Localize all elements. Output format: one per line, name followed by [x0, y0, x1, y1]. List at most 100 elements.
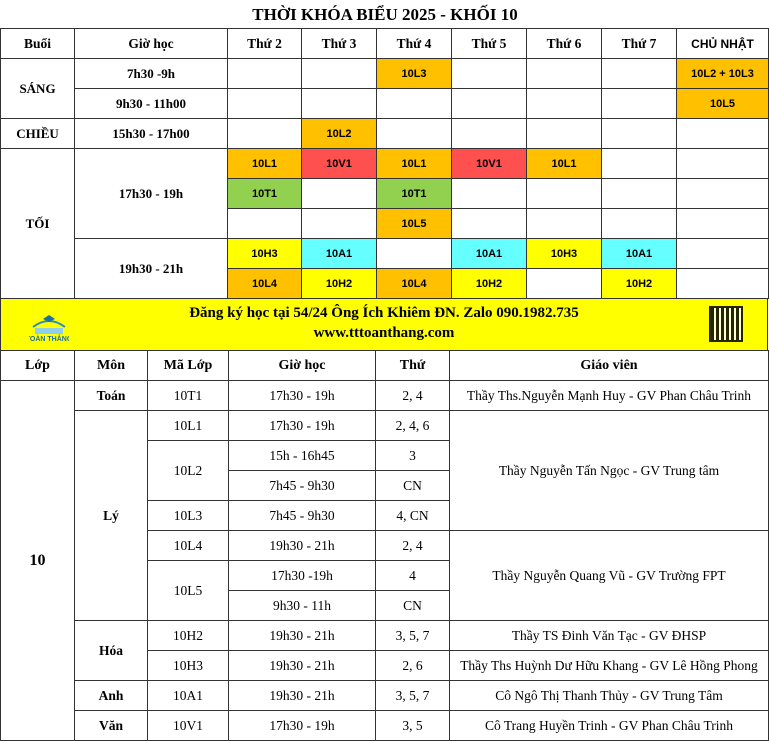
class-days: CN: [375, 590, 450, 621]
class-time: 15h - 16h45: [228, 440, 376, 471]
class-cell: [676, 148, 769, 179]
class-cell: 10H2: [451, 268, 527, 299]
class-cell: [526, 208, 602, 239]
subject: Văn: [74, 710, 148, 741]
class-cell: [301, 88, 377, 119]
class-cell: 10L1: [376, 148, 452, 179]
schedule-row: TỐI 17h30 - 19h 10L1 10V1 10L1 10V1 10L1: [0, 148, 769, 299]
schedule-header: Buổi: [0, 28, 75, 59]
schedule-header: Thứ 6: [526, 28, 602, 59]
teacher: Cô Ngô Thị Thanh Thủy - GV Trung Tâm: [449, 680, 769, 711]
class-cell: [676, 178, 769, 209]
class-days: 2, 4: [375, 530, 450, 561]
class-cell: 10H2: [601, 268, 677, 299]
class-cell: [301, 178, 377, 209]
class-code: 10L1: [147, 410, 229, 441]
class-cell: 10L2: [301, 118, 377, 149]
class-time: 19h30 - 21h: [228, 650, 376, 681]
class-cell: [301, 58, 377, 89]
class-cell: [526, 268, 602, 299]
class-cell: [676, 268, 769, 299]
class-header: Thứ: [375, 350, 450, 381]
time-slot: 15h30 - 17h00: [74, 118, 228, 149]
class-cell: 10L4: [227, 268, 302, 299]
schedule-row: 19h30 - 21h 10H3 10A1 10A1 10H3 10A1: [1, 238, 769, 299]
teacher: Thầy Nguyễn Tấn Ngọc - GV Trung tâm: [449, 410, 769, 531]
class-row: 10L3 7h45 - 9h30 4, CN: [1, 500, 769, 531]
class-days: 3: [375, 440, 450, 471]
class-cell: [451, 178, 527, 209]
class-cell: 10L3: [376, 58, 452, 89]
class-cell: [227, 88, 302, 119]
class-code: 10T1: [147, 380, 229, 411]
class-time: 7h45 - 9h30: [228, 500, 376, 531]
class-cell: 10H3: [526, 238, 602, 269]
class-cell: 10A1: [301, 238, 377, 269]
class-cell: 10L2 + 10L3: [676, 58, 769, 89]
class-days: 2, 4: [375, 380, 450, 411]
class-cell: 10L5: [376, 208, 452, 239]
class-code: 10L2: [147, 440, 229, 501]
session-label: SÁNG: [0, 58, 75, 119]
banner-website[interactable]: www.tttoanthang.com: [313, 325, 455, 341]
schedule-row: 10T1 10T1: [1, 178, 769, 209]
class-time: 17h30 - 19h: [228, 710, 376, 741]
subject: Toán: [74, 380, 148, 411]
class-time: 17h30 - 19h: [228, 380, 376, 411]
class-row: 9h30 - 11h CN: [1, 590, 769, 621]
class-time: 19h30 - 21h: [228, 620, 376, 651]
class-cell: 10H3: [227, 238, 302, 269]
registration-banner: TOÀN THẮNG Đăng ký học tại 54/24 Ông Ích…: [0, 299, 768, 350]
schedule-row: CHIỀU 15h30 - 17h00 10L2: [0, 118, 769, 149]
class-row: 10L4 19h30 - 21h 2, 4 Thầy Nguyễn Quang Vũ …: [1, 530, 769, 621]
class-cell: 10T1: [376, 178, 452, 209]
schedule-header: Thứ 7: [601, 28, 677, 59]
teacher: Thầy TS Đinh Văn Tạc - GV ĐHSP: [449, 620, 769, 651]
class-cell: [526, 58, 602, 89]
class-cell: [601, 58, 677, 89]
class-header: Giờ học: [228, 350, 376, 381]
schedule-row: SÁNG 7h30 -9h 10L3 10L2 + 10L3: [0, 58, 769, 119]
class-list-table: Lớp Môn Mã Lớp Giờ học Thứ Giáo viên 10 Toán 10…: [0, 350, 769, 741]
class-days: CN: [375, 470, 450, 501]
class-cell: [227, 208, 302, 239]
schedule-header: CHỦ NHẬT: [676, 28, 769, 59]
class-cell: [676, 118, 769, 149]
class-code: 10L3: [147, 500, 229, 531]
class-row: 10L5 17h30 -19h 4: [1, 560, 769, 621]
class-row: 7h45 - 9h30 CN: [1, 470, 769, 501]
class-time: 17h30 - 19h: [228, 410, 376, 441]
class-cell: [227, 118, 302, 149]
class-cell: 10V1: [301, 148, 377, 179]
class-row: Lý 10L1 17h30 - 19h 2, 4, 6 Thầy Nguyễn Tấn …: [1, 410, 769, 621]
class-row: Anh 10A1 19h30 - 21h 3, 5, 7 Cô Ngô Thị Than…: [1, 680, 769, 711]
class-code: 10H2: [147, 620, 229, 651]
class-cell: 10L4: [376, 268, 452, 299]
class-cell: [601, 208, 677, 239]
subject: Lý: [74, 410, 148, 621]
class-header: Giáo viên: [449, 350, 769, 381]
class-header: Môn: [74, 350, 148, 381]
teacher: Thầy Ths Huỳnh Dư Hữu Khang - GV Lê Hồng…: [449, 650, 769, 681]
class-cell: 10H2: [301, 268, 377, 299]
schedule-header: Thứ 3: [301, 28, 377, 59]
class-code: 10A1: [147, 680, 229, 711]
class-cell: [376, 118, 452, 149]
class-cell: 10A1: [601, 238, 677, 269]
class-cell: [526, 88, 602, 119]
class-cell: [301, 208, 377, 239]
class-row: 10 Toán 10T1 17h30 - 19h 2, 4 Thầy Ths.Nguyễn…: [0, 380, 769, 741]
class-time: 9h30 - 11h: [228, 590, 376, 621]
class-time: 17h30 -19h: [228, 560, 376, 591]
class-cell: 10L1: [227, 148, 302, 179]
class-row: 10L2 15h - 16h45 3: [1, 440, 769, 501]
class-row: 10H3 19h30 - 21h 2, 6 Thầy Ths Huỳnh Dư Hữu…: [1, 650, 769, 681]
schedule-row: 9h30 - 11h00 10L5: [1, 88, 769, 119]
session-label: TỐI: [0, 148, 75, 299]
class-cell: [676, 208, 769, 239]
class-code: 10V1: [147, 710, 229, 741]
class-header: Mã Lớp: [147, 350, 229, 381]
class-cell: [451, 88, 527, 119]
class-code: 10L5: [147, 560, 229, 621]
class-cell: [451, 208, 527, 239]
